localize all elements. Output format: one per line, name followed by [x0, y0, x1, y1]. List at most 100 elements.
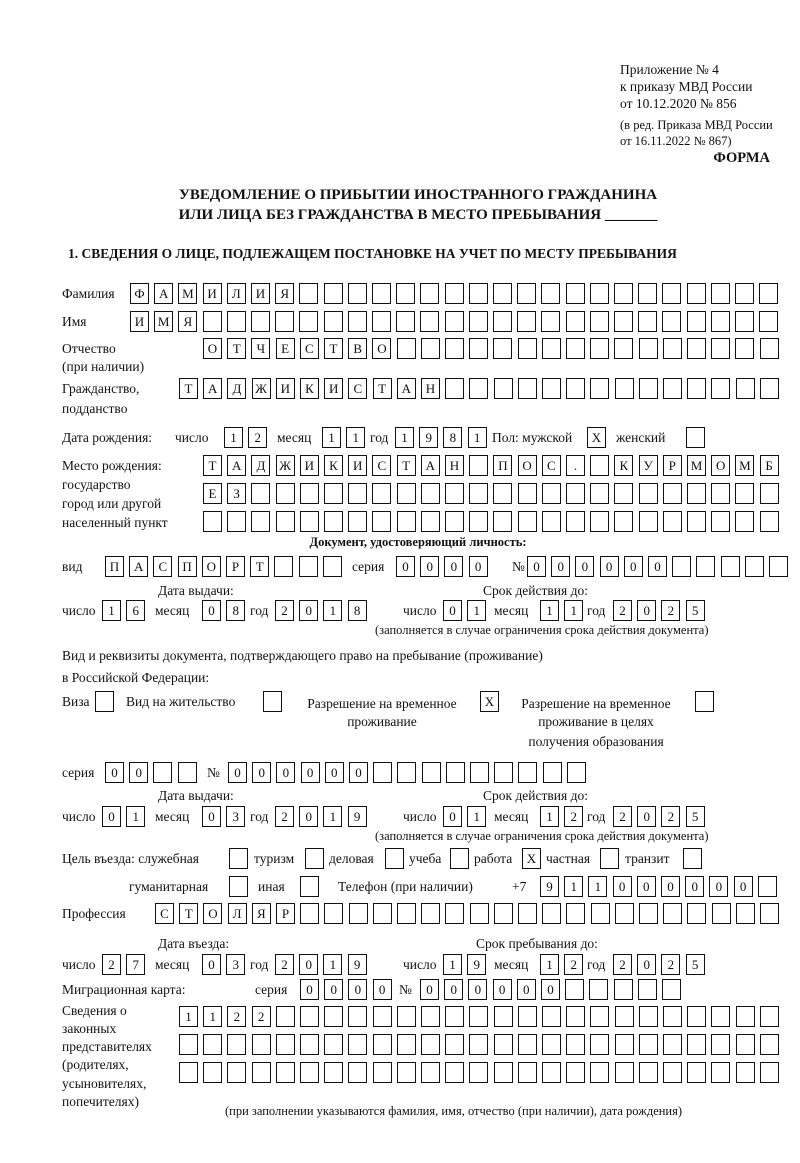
- char-box[interactable]: 1: [540, 954, 559, 975]
- char-box[interactable]: Т: [179, 903, 199, 924]
- char-box[interactable]: [759, 311, 779, 332]
- char-box[interactable]: 1: [467, 806, 487, 827]
- char-box[interactable]: [347, 283, 367, 304]
- char-box[interactable]: 5: [685, 954, 705, 975]
- char-box[interactable]: [542, 762, 562, 783]
- char-box[interactable]: [396, 1062, 416, 1083]
- char-box[interactable]: 1: [564, 600, 584, 621]
- char-box[interactable]: Л: [227, 903, 247, 924]
- char-box[interactable]: [590, 511, 610, 532]
- char-box[interactable]: Т: [179, 378, 198, 399]
- char-box[interactable]: Я: [251, 903, 271, 924]
- char-box[interactable]: А: [129, 556, 149, 577]
- char-box[interactable]: [396, 1034, 416, 1055]
- char-box[interactable]: [735, 378, 755, 399]
- char-box[interactable]: [469, 903, 489, 924]
- char-box[interactable]: Д: [227, 378, 247, 399]
- char-box[interactable]: 3: [226, 954, 246, 975]
- char-box[interactable]: О: [517, 455, 537, 476]
- char-box[interactable]: [614, 1062, 634, 1083]
- char-box[interactable]: 0: [733, 876, 753, 897]
- char-box[interactable]: [662, 511, 682, 532]
- char-box[interactable]: 0: [685, 876, 705, 897]
- purpose-humanitarian-checkbox[interactable]: [229, 876, 253, 898]
- char-box[interactable]: X: [587, 427, 606, 448]
- char-box[interactable]: [229, 848, 248, 869]
- char-box[interactable]: К: [324, 455, 343, 476]
- char-box[interactable]: 1: [588, 876, 608, 897]
- char-box[interactable]: [638, 483, 658, 504]
- char-box[interactable]: [662, 311, 682, 332]
- char-box[interactable]: 2: [613, 954, 632, 975]
- char-box[interactable]: [300, 876, 319, 897]
- char-box[interactable]: [372, 311, 391, 332]
- char-box[interactable]: 0: [637, 806, 657, 827]
- char-box[interactable]: [420, 483, 440, 504]
- char-box[interactable]: 0: [105, 762, 124, 783]
- char-box[interactable]: [687, 903, 707, 924]
- char-box[interactable]: [299, 311, 319, 332]
- char-box[interactable]: А: [227, 455, 247, 476]
- char-box[interactable]: [614, 378, 634, 399]
- char-box[interactable]: 0: [443, 600, 462, 621]
- char-box[interactable]: 0: [444, 556, 464, 577]
- char-box[interactable]: [735, 283, 754, 304]
- char-box[interactable]: 0: [623, 556, 643, 577]
- char-box[interactable]: [323, 311, 343, 332]
- char-box[interactable]: Д: [251, 455, 271, 476]
- char-box[interactable]: [735, 338, 755, 359]
- char-box[interactable]: [663, 903, 683, 924]
- char-box[interactable]: З: [227, 483, 247, 504]
- char-box[interactable]: Р: [226, 556, 245, 577]
- char-box[interactable]: 1: [564, 876, 584, 897]
- char-box[interactable]: Е: [203, 483, 222, 504]
- char-box[interactable]: 9: [347, 806, 367, 827]
- char-box[interactable]: [445, 903, 465, 924]
- char-box[interactable]: [322, 556, 342, 577]
- char-box[interactable]: [638, 1062, 658, 1083]
- char-box[interactable]: [517, 1062, 537, 1083]
- char-box[interactable]: [396, 511, 416, 532]
- char-box[interactable]: [468, 311, 488, 332]
- char-box[interactable]: 0: [661, 876, 680, 897]
- char-box[interactable]: [720, 556, 740, 577]
- char-box[interactable]: [324, 1062, 344, 1083]
- char-box[interactable]: [251, 511, 271, 532]
- char-box[interactable]: 1: [467, 600, 487, 621]
- char-box[interactable]: Т: [396, 455, 416, 476]
- char-box[interactable]: [662, 483, 682, 504]
- char-box[interactable]: [687, 483, 706, 504]
- char-box[interactable]: [614, 511, 634, 532]
- char-box[interactable]: И: [348, 455, 368, 476]
- char-box[interactable]: А: [154, 283, 174, 304]
- char-box[interactable]: [372, 1006, 392, 1027]
- char-box[interactable]: [687, 511, 706, 532]
- char-box[interactable]: [396, 338, 416, 359]
- char-box[interactable]: [300, 1034, 319, 1055]
- char-box[interactable]: [711, 1034, 731, 1055]
- char-box[interactable]: [179, 1062, 198, 1083]
- char-box[interactable]: [759, 378, 779, 399]
- char-box[interactable]: [542, 1062, 561, 1083]
- char-box[interactable]: [589, 283, 609, 304]
- char-box[interactable]: И: [299, 455, 319, 476]
- char-box[interactable]: [662, 979, 681, 1000]
- trp-edu-checkbox[interactable]: [695, 691, 719, 713]
- char-box[interactable]: 8: [443, 427, 463, 448]
- char-box[interactable]: [372, 511, 392, 532]
- char-box[interactable]: 2: [613, 600, 632, 621]
- char-box[interactable]: И: [275, 378, 295, 399]
- char-box[interactable]: [450, 848, 469, 869]
- char-box[interactable]: [566, 762, 586, 783]
- char-box[interactable]: 2: [661, 600, 681, 621]
- char-box[interactable]: [324, 903, 344, 924]
- char-box[interactable]: [385, 848, 404, 869]
